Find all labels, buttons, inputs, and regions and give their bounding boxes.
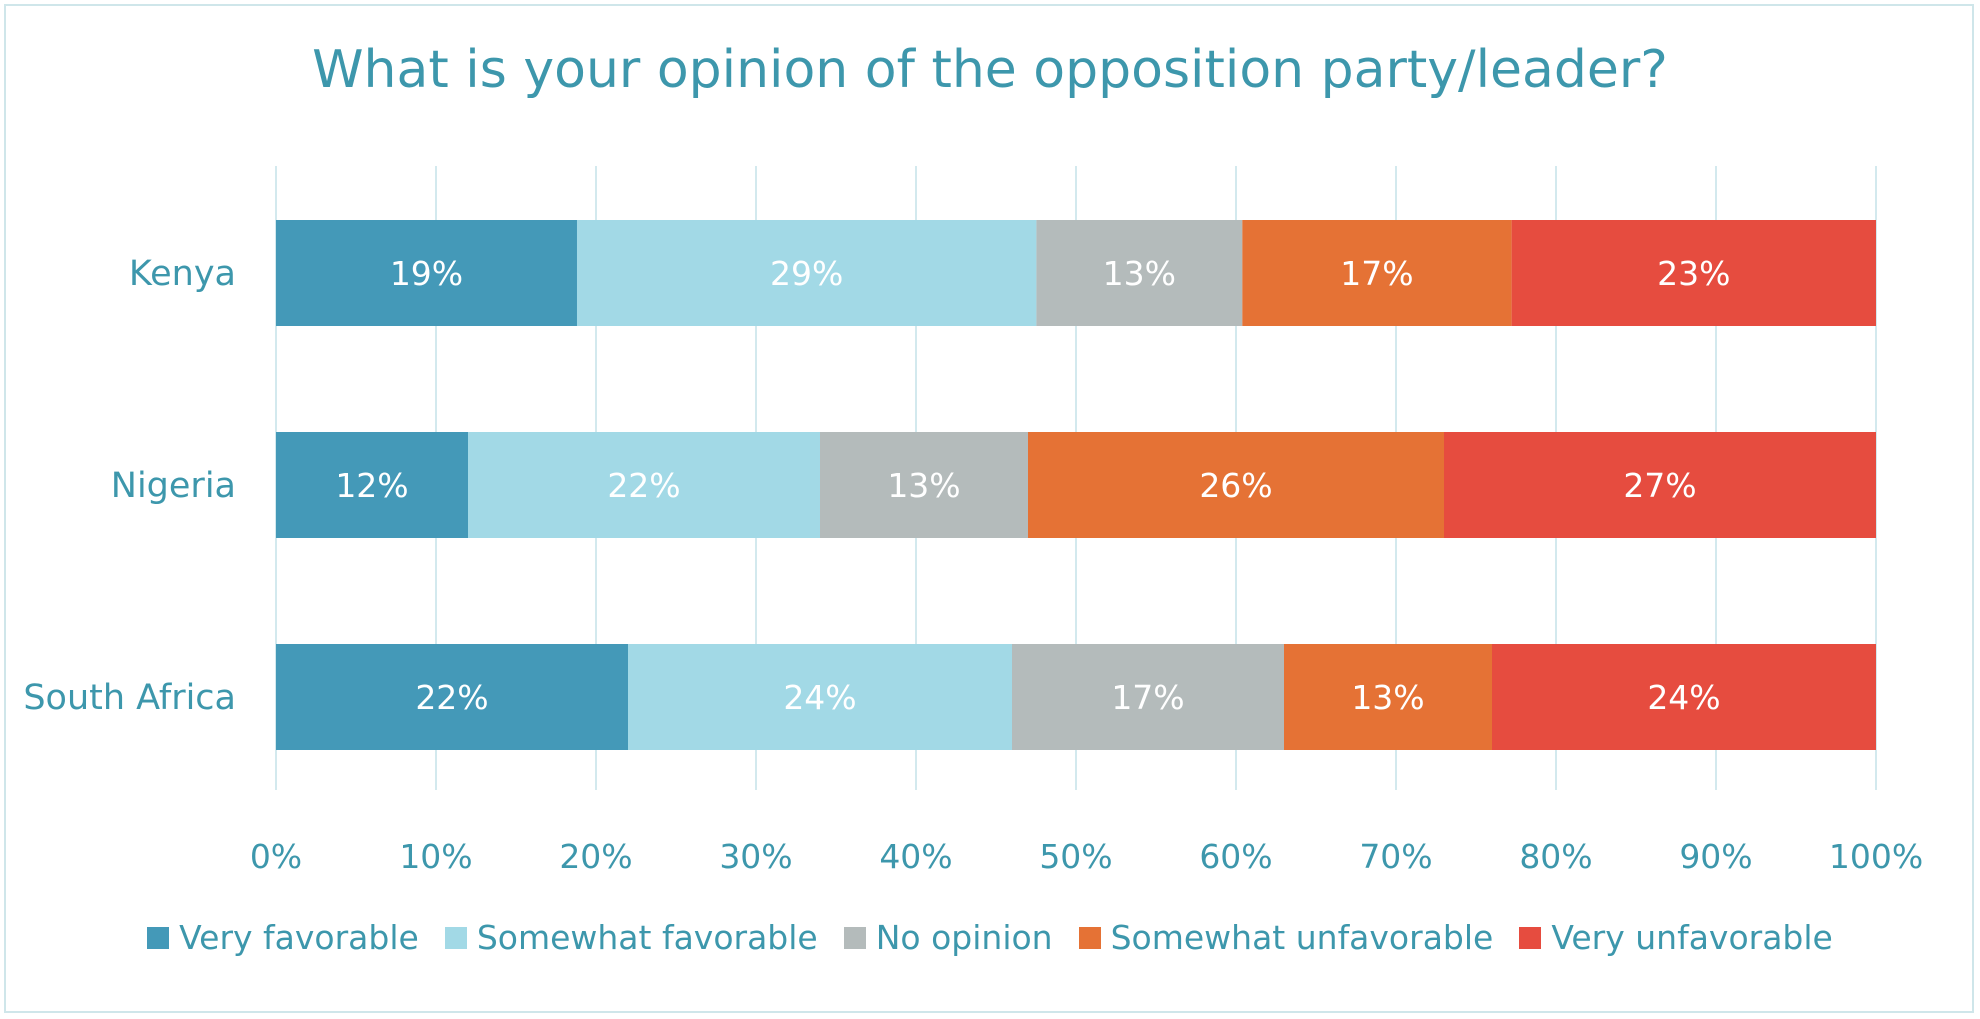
bar-segment: [1036, 220, 1243, 326]
bar-segment: [820, 432, 1028, 538]
bar-segment: [276, 220, 577, 326]
x-tick-label: 100%: [1829, 837, 1923, 876]
legend-swatch: [147, 926, 170, 949]
bar-segment: [1012, 644, 1284, 750]
category-label: South Africa: [23, 678, 236, 718]
legend-item: Somewhat favorable: [444, 918, 818, 957]
bar-segment: [576, 220, 1037, 326]
data-label: 22%: [415, 678, 488, 717]
data-label: 27%: [1623, 466, 1696, 505]
bar-segment: [1511, 220, 1876, 326]
data-label: 12%: [335, 466, 408, 505]
value-labels: 19% 29% 13% 17% 23% 12% 22% 13% 26% 27% 22% 24% 17% 1…: [335, 254, 1730, 717]
legend: Very favorable Somewhat favorable No opini…: [0, 918, 1980, 957]
data-label: 26%: [1199, 466, 1272, 505]
data-label: 29%: [770, 254, 843, 293]
bar-segment: [468, 432, 820, 538]
bar-segment: [1492, 644, 1876, 750]
bar-segment: [1444, 432, 1876, 538]
x-tick-label: 80%: [1519, 837, 1592, 876]
data-label: 17%: [1340, 254, 1413, 293]
legend-item: Very unfavorable: [1519, 918, 1833, 957]
x-tick-label: 20%: [559, 837, 632, 876]
bar-segment: [1028, 432, 1444, 538]
bar-segment: [276, 644, 628, 750]
data-label: 23%: [1657, 254, 1730, 293]
legend-swatch: [1078, 926, 1101, 949]
category-label: Kenya: [129, 254, 236, 294]
data-label: 24%: [1647, 678, 1720, 717]
category-label: Nigeria: [111, 466, 236, 506]
x-tick-label: 50%: [1039, 837, 1112, 876]
x-tick-label: 90%: [1679, 837, 1752, 876]
data-label: 19%: [390, 254, 463, 293]
legend-label: Somewhat unfavorable: [1110, 918, 1494, 957]
x-tick-label: 70%: [1359, 837, 1432, 876]
legend-item: Very favorable: [147, 918, 419, 957]
legend-swatch: [843, 926, 866, 949]
bar-segment: [1242, 220, 1512, 326]
legend-swatch: [444, 926, 467, 949]
bar-segment: [628, 644, 1012, 750]
x-tick-label: 60%: [1199, 837, 1272, 876]
data-label: 13%: [1103, 254, 1176, 293]
data-label: 24%: [783, 678, 856, 717]
legend-swatch: [1519, 926, 1542, 949]
legend-label: Very unfavorable: [1551, 918, 1833, 957]
category-labels: Kenya Nigeria South Africa: [23, 254, 236, 718]
data-label: 13%: [887, 466, 960, 505]
data-label: 22%: [607, 466, 680, 505]
legend-label: Somewhat favorable: [476, 918, 818, 957]
data-label: 17%: [1111, 678, 1184, 717]
data-label: 13%: [1351, 678, 1424, 717]
bar-segment: [1284, 644, 1492, 750]
legend-item: Somewhat unfavorable: [1078, 918, 1494, 957]
x-tick-label: 0%: [250, 837, 302, 876]
legend-label: No opinion: [875, 918, 1053, 957]
x-tick-label: 40%: [879, 837, 952, 876]
legend-item: No opinion: [843, 918, 1053, 957]
chart-title: What is your opinion of the opposition p…: [312, 40, 1668, 100]
bar-series: [276, 220, 1876, 750]
x-axis-ticks: 0% 10% 20% 30% 40% 50% 60% 70% 80% 90% 100%: [250, 837, 1923, 876]
x-tick-label: 30%: [719, 837, 792, 876]
legend-label: Very favorable: [179, 918, 419, 957]
bar-segment: [276, 432, 468, 538]
x-tick-label: 10%: [399, 837, 472, 876]
